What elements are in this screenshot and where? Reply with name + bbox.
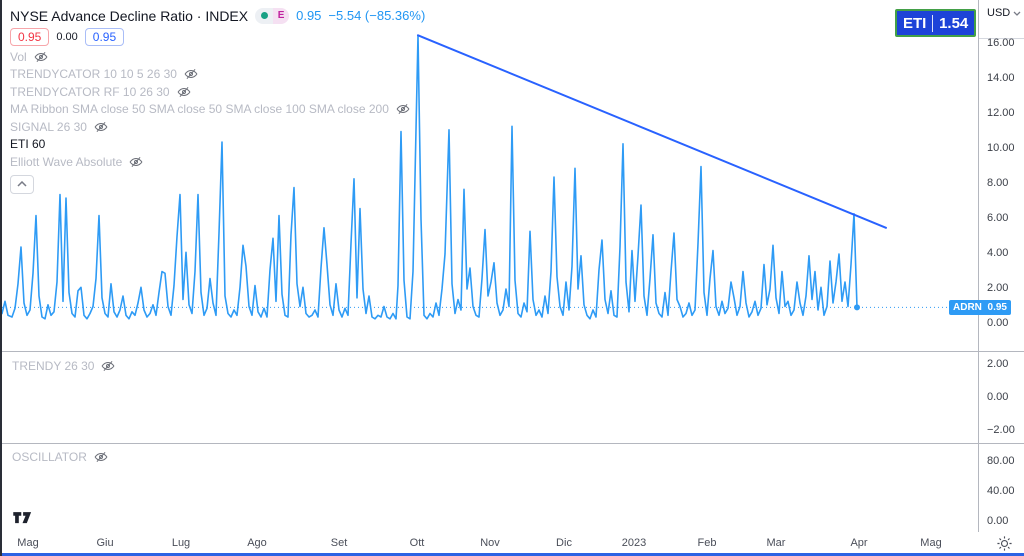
currency-header-divider	[979, 38, 1024, 39]
eye-hidden-icon[interactable]	[129, 156, 143, 168]
time-axis-label: Ott	[409, 537, 425, 549]
symbol-header-row: NYSE Advance Decline Ratio · INDEX E 0.9…	[10, 5, 425, 26]
low-value-box: 0.95	[10, 28, 50, 46]
ohlc-row: 0.95 0.00 0.95	[10, 26, 425, 48]
eye-hidden-icon[interactable]	[184, 68, 198, 80]
axis-tick: 0.00	[987, 515, 1009, 527]
descending-trend-line[interactable]	[417, 34, 887, 229]
pane-divider[interactable]	[2, 351, 1024, 352]
last-price: 0.95	[296, 8, 322, 23]
legend-item-2[interactable]: TRENDYCATOR RF 10 26 30	[10, 83, 425, 101]
eti-value-badge: ETI 1.54	[895, 9, 976, 37]
last-price-value: 0.95	[987, 302, 1007, 313]
legend-item-0[interactable]: Vol	[10, 48, 425, 66]
settings-gear-button[interactable]	[996, 535, 1013, 556]
time-axis-label: Mag	[920, 537, 942, 549]
eye-hidden-icon[interactable]	[94, 451, 108, 463]
time-axis-label: Apr	[850, 537, 868, 549]
eti-badge-value: 1.54	[939, 14, 969, 32]
bottom-accent-bar	[2, 553, 1024, 556]
axis-tick: 6.00	[987, 212, 1009, 224]
time-axis-label: Lug	[171, 537, 191, 549]
eye-hidden-icon[interactable]	[94, 121, 108, 133]
eye-hidden-icon[interactable]	[177, 86, 191, 98]
last-price-symbol: ADRN	[953, 302, 982, 313]
chevron-down-icon	[1013, 11, 1021, 16]
axis-tick: 0.00	[987, 317, 1009, 329]
legend-item-6[interactable]: Elliott Wave Absolute	[10, 153, 425, 171]
time-axis-label: Giu	[96, 537, 114, 549]
axis-tick: 0.00	[987, 391, 1009, 403]
axis-tick: 4.00	[987, 247, 1009, 259]
time-axis-label: Dic	[556, 537, 572, 549]
axis-tick: 40.00	[987, 485, 1015, 497]
eye-hidden-icon[interactable]	[101, 360, 115, 372]
legend-item-label: TRENDYCATOR RF 10 26 30	[10, 84, 170, 99]
oscillator-pane-label[interactable]: OSCILLATOR	[12, 450, 108, 464]
collapse-legend-button[interactable]	[10, 174, 34, 194]
tradingview-logo[interactable]	[12, 509, 33, 530]
axis-tick: 10.00	[987, 142, 1015, 154]
mid-value: 0.00	[56, 31, 78, 43]
pane-divider[interactable]	[2, 443, 1024, 444]
legend-item-label: Vol	[10, 49, 27, 64]
axis-tick: 2.00	[987, 282, 1009, 294]
legend-item-label: TRENDYCATOR 10 10 5 26 30	[10, 67, 177, 82]
oscillator-pane-title: OSCILLATOR	[12, 450, 87, 464]
time-axis-label: Feb	[697, 537, 717, 549]
legend-item-label: SIGNAL 26 30	[10, 119, 87, 134]
last-price-dot	[854, 304, 860, 311]
legend-item-label: MA Ribbon SMA close 50 SMA close 50 SMA …	[10, 102, 389, 117]
chevron-up-icon	[17, 181, 27, 187]
time-axis-label: Nov	[480, 537, 500, 549]
data-flag-badge[interactable]: E	[255, 7, 290, 24]
price-axis[interactable]: 16.00 14.00 12.00 10.00 8.00 6.00 4.00 2.00 0.00…	[979, 0, 1024, 532]
axis-tick: 80.00	[987, 455, 1015, 467]
legend-item-1[interactable]: TRENDYCATOR 10 10 5 26 30	[10, 66, 425, 84]
legend: NYSE Advance Decline Ratio · INDEX E 0.9…	[10, 5, 425, 194]
time-axis[interactable]: Mag Giu Lug Ago Set Ott Nov Dic 2023 Feb Mar Apr Mag	[2, 532, 1024, 556]
legend-item-4[interactable]: SIGNAL 26 30	[10, 118, 425, 136]
price-axis-border	[978, 0, 979, 556]
time-axis-label: Mar	[766, 537, 786, 549]
axis-tick: 14.00	[987, 72, 1015, 84]
tradingview-logo-icon	[13, 512, 32, 524]
price-line-series[interactable]	[2, 34, 858, 320]
axis-tick: −2.00	[987, 424, 1015, 436]
price-change: −5.54 (−85.36%)	[328, 8, 426, 23]
currency-selector[interactable]: USD	[987, 7, 1021, 19]
axis-tick: 12.00	[987, 107, 1015, 119]
eye-hidden-icon[interactable]	[34, 51, 48, 63]
trendy-pane-label[interactable]: TRENDY 26 30	[12, 359, 115, 373]
high-value-box: 0.95	[84, 28, 125, 46]
realtime-dot-icon	[255, 7, 274, 24]
gear-icon	[997, 536, 1012, 551]
time-axis-label: Ago	[247, 537, 267, 549]
time-axis-label: Mag	[17, 537, 39, 549]
legend-item-5[interactable]: ETI 60	[10, 136, 425, 154]
time-axis-label: Set	[330, 537, 348, 549]
last-price-axis-label: ADRN 0.95	[949, 300, 1011, 315]
trendy-pane-title: TRENDY 26 30	[12, 359, 95, 373]
legend-item-3[interactable]: MA Ribbon SMA close 50 SMA close 50 SMA …	[10, 101, 425, 119]
axis-tick: 8.00	[987, 177, 1009, 189]
adrn-line-chart[interactable]	[2, 0, 978, 532]
eti-badge-label: ETI	[897, 14, 934, 32]
time-axis-label: 2023	[621, 537, 647, 549]
axis-tick: 2.00	[987, 358, 1009, 370]
axis-tick: 16.00	[987, 37, 1015, 49]
currency-label: USD	[987, 7, 1011, 19]
legend-item-label: ETI 60	[10, 137, 46, 152]
legend-item-label: Elliott Wave Absolute	[10, 154, 123, 169]
eye-hidden-icon[interactable]	[396, 103, 410, 115]
symbol-title[interactable]: NYSE Advance Decline Ratio · INDEX	[10, 7, 249, 24]
eod-flag: E	[273, 7, 290, 24]
